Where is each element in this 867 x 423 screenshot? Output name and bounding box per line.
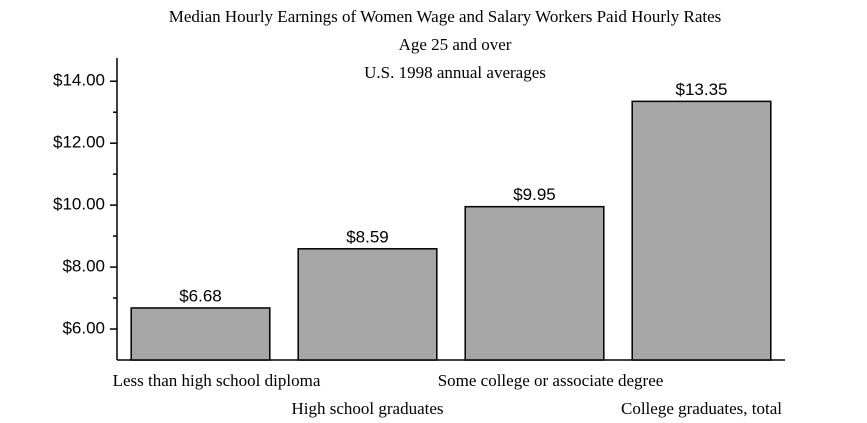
y-tick-label: $8.00 — [62, 257, 105, 276]
chart-subtitle: U.S. 1998 annual averages — [364, 63, 546, 82]
bar — [130, 307, 271, 361]
x-tick-label: High school graduates — [291, 399, 443, 418]
value-label: $8.59 — [346, 227, 389, 246]
y-tick-label: $6.00 — [62, 319, 105, 338]
value-label: $9.95 — [513, 185, 556, 204]
chart-title: Median Hourly Earnings of Women Wage and… — [169, 7, 722, 26]
value-label: $6.68 — [179, 286, 222, 305]
bar — [297, 248, 438, 361]
chart-subtitle: Age 25 and over — [399, 35, 512, 54]
x-tick-label: Less than high school diploma — [113, 371, 321, 390]
y-tick-label: $14.00 — [53, 71, 105, 90]
y-tick-label: $10.00 — [53, 195, 105, 214]
bar — [464, 205, 605, 361]
y-tick-label: $12.00 — [53, 133, 105, 152]
x-tick-label: Some college or associate degree — [438, 371, 664, 390]
x-tick-label: College graduates, total — [621, 399, 782, 418]
value-label: $13.35 — [676, 80, 728, 99]
bar — [631, 100, 772, 361]
